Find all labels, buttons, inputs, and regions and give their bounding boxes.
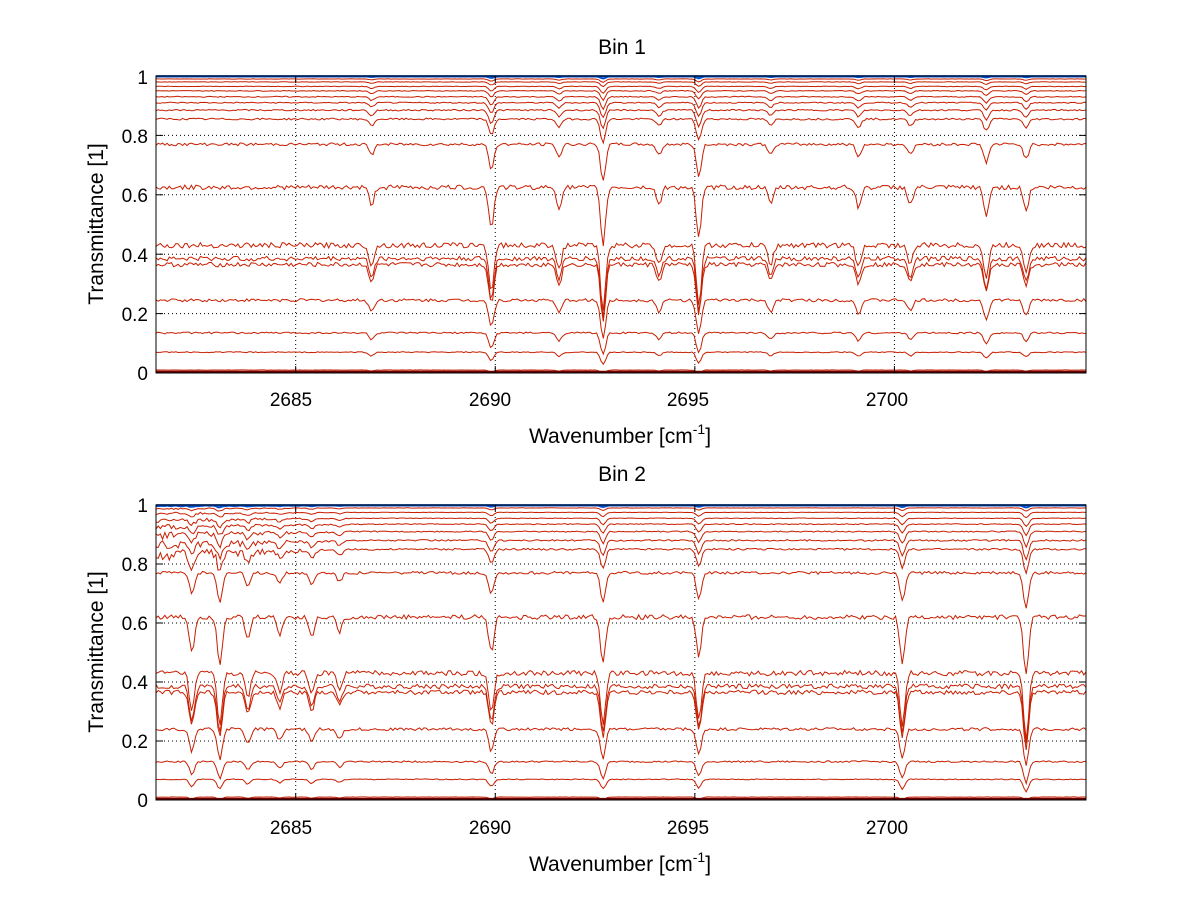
spectrum-line bbox=[155, 117, 1087, 145]
y-tick-label: 1 bbox=[137, 68, 148, 89]
spectrum-line bbox=[155, 570, 1087, 609]
y-tick-label: 0.8 bbox=[122, 555, 148, 576]
x-tick-label: 2700 bbox=[866, 390, 908, 411]
spectrum-line bbox=[155, 507, 1087, 512]
spectrum-line bbox=[155, 523, 1087, 537]
plot-title: Bin 2 bbox=[598, 463, 646, 486]
spectrum-line bbox=[155, 683, 1087, 744]
x-tick-label: 2700 bbox=[866, 818, 908, 839]
spectrum-line bbox=[155, 331, 1087, 356]
spectrum-line bbox=[155, 369, 1087, 374]
series-group bbox=[155, 504, 1087, 801]
spectrum-line bbox=[156, 351, 1087, 366]
spectrum-line bbox=[155, 298, 1087, 339]
spectrum-line bbox=[155, 511, 1087, 519]
y-tick-label: 0.4 bbox=[122, 673, 149, 694]
x-axis-label: Wavenumber [cm-1] bbox=[529, 421, 711, 448]
y-tick-label: 0 bbox=[137, 364, 148, 385]
ticks bbox=[156, 504, 1086, 801]
ticks bbox=[156, 75, 1086, 374]
spectrum-line bbox=[155, 689, 1087, 750]
spectrum-line bbox=[155, 517, 1087, 529]
spectrum-line bbox=[155, 142, 1087, 181]
spectrum-line bbox=[155, 547, 1087, 576]
spectrum-line bbox=[155, 613, 1087, 674]
y-tick-label: 0.4 bbox=[122, 246, 149, 267]
subplot-bin-1: Bin 1 2685 2690 2695 2700 0 0.2 0.4 0.6 … bbox=[85, 36, 1087, 448]
spectrum-line bbox=[155, 778, 1087, 793]
spectrum-line bbox=[155, 261, 1087, 322]
spectrum-line bbox=[155, 255, 1087, 318]
spectrum-line bbox=[155, 241, 1087, 311]
spectrum-line bbox=[155, 184, 1087, 247]
y-axis-label: Transmittance [1] bbox=[85, 571, 108, 732]
y-tick-label: 0.6 bbox=[122, 614, 148, 635]
x-axis-label: Wavenumber [cm-1] bbox=[529, 849, 711, 876]
subplot-bin-2: Bin 2 2685 2690 2695 2700 0 0.2 0.4 0.6 … bbox=[85, 463, 1087, 876]
x-tick-label: 2685 bbox=[270, 390, 312, 411]
x-tick-label: 2695 bbox=[667, 390, 709, 411]
y-axis-label: Transmittance [1] bbox=[85, 143, 108, 304]
x-tick-label: 2690 bbox=[469, 818, 511, 839]
y-tick-label: 0.2 bbox=[122, 305, 148, 326]
x-tick-label: 2690 bbox=[469, 390, 511, 411]
spectrum-line bbox=[155, 89, 1087, 102]
spectrum-line bbox=[155, 530, 1087, 549]
spectrum-line bbox=[155, 760, 1087, 786]
x-tick-label: 2695 bbox=[667, 818, 709, 839]
x-tick-label: 2685 bbox=[270, 818, 312, 839]
spectrum-line bbox=[156, 101, 1087, 119]
y-tick-label: 0 bbox=[137, 791, 148, 812]
y-tick-label: 1 bbox=[137, 496, 148, 517]
spectrum-line bbox=[155, 95, 1087, 111]
axes-frame bbox=[155, 75, 1087, 374]
spectrum-line bbox=[155, 81, 1086, 88]
y-tick-label: 0.2 bbox=[122, 732, 148, 753]
spectrum-line bbox=[155, 108, 1087, 130]
spectrum-line bbox=[155, 85, 1087, 94]
spectrum-line bbox=[155, 727, 1087, 766]
y-tick-label: 0.8 bbox=[122, 127, 148, 148]
spectrum-line bbox=[156, 78, 1087, 83]
grid bbox=[156, 75, 1086, 374]
spectrum-line bbox=[155, 539, 1087, 561]
y-tick-label: 0.6 bbox=[122, 186, 148, 207]
axes-frame bbox=[155, 504, 1087, 801]
spectrum-line bbox=[155, 669, 1087, 740]
plot-title: Bin 1 bbox=[598, 36, 646, 59]
